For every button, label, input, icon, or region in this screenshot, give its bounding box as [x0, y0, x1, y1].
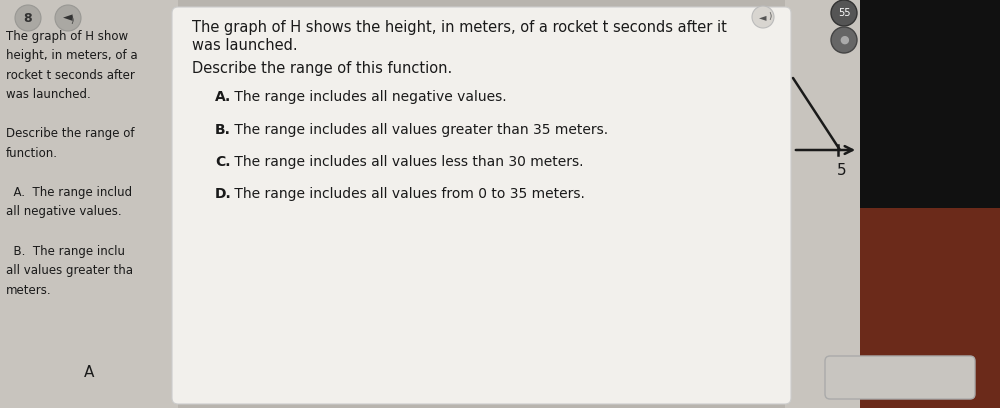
Circle shape — [831, 27, 857, 53]
Text: The range includes all values less than 30 meters.: The range includes all values less than … — [230, 155, 584, 169]
Text: The range includes all values greater than 35 meters.: The range includes all values greater th… — [230, 123, 608, 137]
Circle shape — [752, 6, 774, 28]
Text: ): ) — [768, 13, 772, 22]
Text: was launched.: was launched. — [6, 89, 91, 102]
Text: 55: 55 — [838, 8, 850, 18]
Text: The range includes all negative values.: The range includes all negative values. — [230, 90, 507, 104]
Text: ): ) — [70, 16, 74, 24]
Text: ●: ● — [839, 35, 849, 45]
Text: A.  The range includ: A. The range includ — [6, 186, 132, 199]
Bar — [785, 0, 1000, 408]
Text: ◄: ◄ — [63, 11, 73, 24]
Circle shape — [15, 5, 41, 31]
Text: height, in meters, of a: height, in meters, of a — [6, 49, 138, 62]
Bar — [860, 0, 1000, 408]
Text: all values greater tha: all values greater tha — [6, 264, 133, 277]
Text: was launched.: was launched. — [192, 38, 298, 53]
Circle shape — [831, 0, 857, 26]
Text: 8: 8 — [24, 11, 32, 24]
Bar — [0, 0, 178, 408]
Text: The range includes all values from 0 to 35 meters.: The range includes all values from 0 to … — [230, 187, 585, 201]
Text: function.: function. — [6, 147, 58, 160]
Text: The graph of H shows the height, in meters, of a rocket t seconds after it: The graph of H shows the height, in mete… — [192, 20, 727, 35]
Text: B.: B. — [215, 123, 231, 137]
Text: Describe the range of: Describe the range of — [6, 127, 134, 140]
Bar — [860, 208, 1000, 408]
Text: D.: D. — [215, 187, 232, 201]
Text: A.: A. — [215, 90, 231, 104]
Text: Describe the range of this function.: Describe the range of this function. — [192, 61, 452, 76]
Text: ◄: ◄ — [759, 12, 767, 22]
Text: meters.: meters. — [6, 284, 52, 297]
Text: all negative values.: all negative values. — [6, 206, 122, 219]
Text: 5: 5 — [837, 163, 847, 178]
FancyBboxPatch shape — [172, 7, 791, 404]
Text: rocket t seconds after: rocket t seconds after — [6, 69, 135, 82]
Text: B.  The range inclu: B. The range inclu — [6, 244, 125, 257]
FancyBboxPatch shape — [825, 356, 975, 399]
Text: The graph of H show: The graph of H show — [6, 30, 128, 43]
Text: A: A — [84, 365, 94, 380]
Text: C.: C. — [215, 155, 230, 169]
Circle shape — [55, 5, 81, 31]
